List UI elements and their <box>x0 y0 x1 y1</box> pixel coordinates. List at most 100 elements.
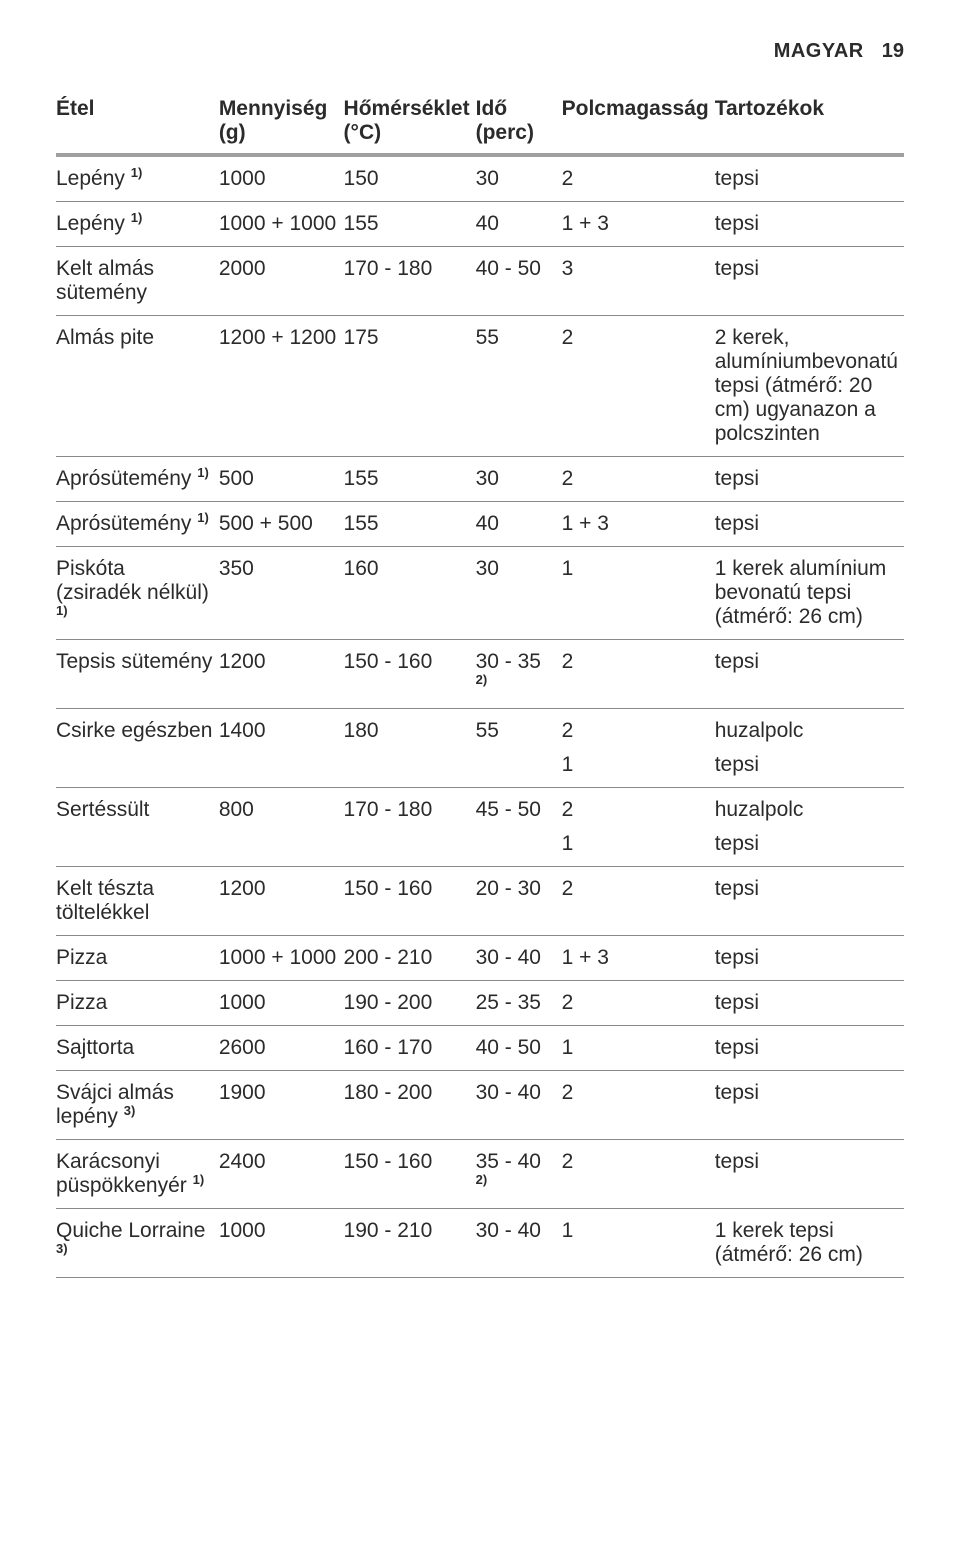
cell-food: Pizza <box>56 936 219 981</box>
col-temperature: Hőmérséklet (°C) <box>344 91 476 155</box>
cell-acc: 1 kerek alumínium bevonatú tepsi (átmérő… <box>715 547 904 640</box>
cell-acc: 2 kerek, alumíniumbevonatú tepsi (átmérő… <box>715 316 904 457</box>
cell-acc: 1 kerek tepsi (átmérő: 26 cm) <box>715 1209 904 1278</box>
cell-qty: 1000 + 1000 <box>219 202 344 247</box>
cell-temp: 200 - 210 <box>344 936 476 981</box>
cell-level: 2 <box>562 788 715 823</box>
cell-temp: 170 - 180 <box>344 247 476 316</box>
table-row: Csirke egészben1400180552huzalpolc <box>56 709 904 744</box>
cell-food: Sajttorta <box>56 1026 219 1071</box>
cell-acc: tepsi <box>715 640 904 709</box>
cell-time: 40 <box>476 202 562 247</box>
cell-acc: tepsi <box>715 936 904 981</box>
cell-temp: 150 <box>344 155 476 202</box>
footnote-ref: 1) <box>131 165 143 180</box>
cell-food: Pizza <box>56 981 219 1026</box>
table-row: Piskóta (zsiradék nélkül) 1)3501603011 k… <box>56 547 904 640</box>
cell-food: Aprósütemény 1) <box>56 502 219 547</box>
col-quantity: Mennyiség (g) <box>219 91 344 155</box>
cell-food: Quiche Lorraine 3) <box>56 1209 219 1278</box>
cell-level: 2 <box>562 316 715 457</box>
cell-temp: 175 <box>344 316 476 457</box>
cell-temp: 155 <box>344 202 476 247</box>
cell-temp: 160 <box>344 547 476 640</box>
table-row: Sertéssült800170 - 18045 - 502huzalpolc <box>56 788 904 823</box>
cell-level: 1 + 3 <box>562 202 715 247</box>
table-row: Tepsis sütemény1200150 - 16030 - 35 2)2t… <box>56 640 904 709</box>
cell-acc: tepsi <box>715 155 904 202</box>
table-row: Aprósütemény 1)500155302tepsi <box>56 457 904 502</box>
cell-level: 2 <box>562 981 715 1026</box>
cell-acc: huzalpolc <box>715 709 904 744</box>
cell-time: 30 - 40 <box>476 936 562 981</box>
footnote-ref: 1) <box>197 510 209 525</box>
table-row: Kelt tészta töltelékkel1200150 - 16020 -… <box>56 867 904 936</box>
cell-temp: 190 - 200 <box>344 981 476 1026</box>
cell-acc: tepsi <box>715 822 904 867</box>
cell-time: 30 <box>476 457 562 502</box>
cell-food: Csirke egészben <box>56 709 219 788</box>
cell-qty: 1200 <box>219 640 344 709</box>
cell-acc: tepsi <box>715 867 904 936</box>
table-row: Pizza1000190 - 20025 - 352tepsi <box>56 981 904 1026</box>
cell-time: 30 <box>476 155 562 202</box>
cell-qty: 1200 <box>219 867 344 936</box>
cell-time: 25 - 35 <box>476 981 562 1026</box>
cell-temp: 180 <box>344 709 476 788</box>
cell-temp: 150 - 160 <box>344 640 476 709</box>
cooking-table: Étel Mennyiség (g) Hőmérséklet (°C) Idő … <box>56 91 904 1278</box>
footnote-ref: 2) <box>476 1172 488 1187</box>
cell-food: Tepsis sütemény <box>56 640 219 709</box>
cell-food: Kelt almás sütemény <box>56 247 219 316</box>
cell-qty: 1200 + 1200 <box>219 316 344 457</box>
footnote-ref: 1) <box>131 210 143 225</box>
cell-level: 2 <box>562 1071 715 1140</box>
cell-qty: 2000 <box>219 247 344 316</box>
cell-temp: 155 <box>344 502 476 547</box>
cell-acc: tepsi <box>715 1140 904 1209</box>
cell-food: Sertéssült <box>56 788 219 867</box>
col-time: Idő (perc) <box>476 91 562 155</box>
cell-food: Aprósütemény 1) <box>56 457 219 502</box>
table-row: Quiche Lorraine 3)1000190 - 21030 - 4011… <box>56 1209 904 1278</box>
cell-time: 30 - 40 <box>476 1071 562 1140</box>
table-row: Almás pite1200 + 12001755522 kerek, alum… <box>56 316 904 457</box>
cell-time: 40 - 50 <box>476 247 562 316</box>
footnote-ref: 1) <box>193 1172 205 1187</box>
cell-acc: huzalpolc <box>715 788 904 823</box>
table-row: Pizza1000 + 1000200 - 21030 - 401 + 3tep… <box>56 936 904 981</box>
cell-level: 2 <box>562 457 715 502</box>
cell-temp: 150 - 160 <box>344 867 476 936</box>
cell-qty: 1900 <box>219 1071 344 1140</box>
cell-level: 1 + 3 <box>562 936 715 981</box>
cell-time: 40 - 50 <box>476 1026 562 1071</box>
cell-qty: 1000 <box>219 1209 344 1278</box>
table-row: Lepény 1)1000150302tepsi <box>56 155 904 202</box>
header-page-number: 19 <box>882 40 904 63</box>
cell-time: 45 - 50 <box>476 788 562 867</box>
cell-time: 55 <box>476 709 562 788</box>
cell-qty: 800 <box>219 788 344 867</box>
cell-qty: 1000 + 1000 <box>219 936 344 981</box>
cell-time: 30 - 40 <box>476 1209 562 1278</box>
cell-temp: 155 <box>344 457 476 502</box>
col-food: Étel <box>56 91 219 155</box>
cell-qty: 350 <box>219 547 344 640</box>
cell-time: 40 <box>476 502 562 547</box>
footnote-ref: 1) <box>197 465 209 480</box>
cell-food: Karácsonyi püspökkenyér 1) <box>56 1140 219 1209</box>
cell-qty: 2400 <box>219 1140 344 1209</box>
footnote-ref: 3) <box>124 1103 136 1118</box>
cell-temp: 180 - 200 <box>344 1071 476 1140</box>
cell-level: 1 <box>562 1026 715 1071</box>
cell-level: 2 <box>562 709 715 744</box>
cell-temp: 170 - 180 <box>344 788 476 867</box>
cell-level: 2 <box>562 155 715 202</box>
cell-time: 55 <box>476 316 562 457</box>
cell-qty: 2600 <box>219 1026 344 1071</box>
cell-food: Lepény 1) <box>56 155 219 202</box>
col-accessories: Tartozékok <box>715 91 904 155</box>
cell-level: 2 <box>562 867 715 936</box>
cell-qty: 500 <box>219 457 344 502</box>
cell-time: 35 - 40 2) <box>476 1140 562 1209</box>
